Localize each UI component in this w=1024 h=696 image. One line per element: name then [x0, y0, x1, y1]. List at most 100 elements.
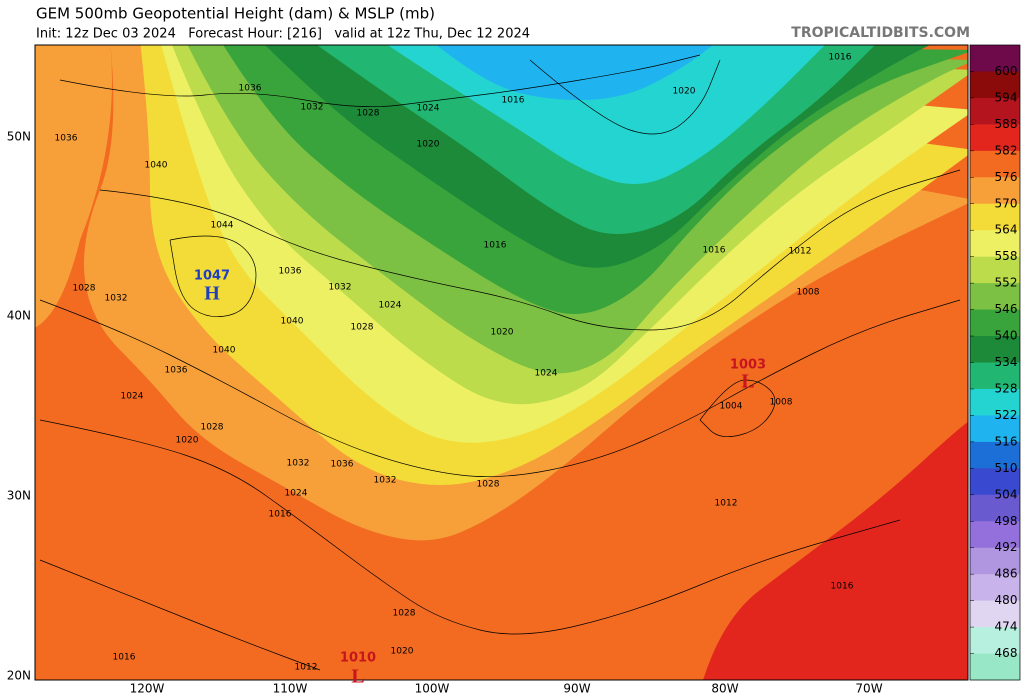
colorbar-cell	[970, 150, 1020, 178]
isobar	[99, 169, 961, 331]
isobar-label: 1028	[351, 323, 374, 333]
isobar-label: 1020	[176, 436, 199, 446]
colorbar-cell	[970, 177, 1020, 205]
map	[35, 45, 968, 680]
pressure-value: 1010	[340, 651, 376, 666]
colorbar-label: 552	[995, 276, 1018, 290]
colorbar-cell	[970, 627, 1020, 655]
title: GEM 500mb Geopotential Height (dam) & MS…	[36, 5, 435, 23]
isobar-label: 1012	[789, 247, 812, 257]
isobar-label: 1032	[287, 459, 310, 469]
height-band	[35, 45, 113, 328]
colorbar-cell	[970, 203, 1020, 231]
colorbar-label: 594	[995, 90, 1018, 104]
colorbar-cell	[970, 124, 1020, 152]
isobar-label: 1020	[673, 87, 696, 97]
colorbar-cell	[970, 388, 1020, 416]
isobar-label: 1028	[357, 109, 380, 119]
pressure-symbol: L	[741, 371, 754, 393]
colorbar-label: 582	[995, 143, 1018, 157]
isobar-label: 1016	[831, 582, 854, 592]
colorbar-label: 516	[995, 434, 1018, 448]
isobar-label: 1008	[797, 288, 820, 298]
lon-label: 90W	[563, 682, 590, 696]
colorbar-cell	[970, 600, 1020, 628]
labels: 50N 40N 30N 20N 120W 110W 100W 90W 80W 70W 1036 103…	[7, 53, 883, 696]
isobar-label: 1036	[239, 84, 262, 94]
isobar-label: 1012	[295, 663, 318, 673]
isobar-label: 1008	[770, 398, 793, 408]
isobar-label: 1032	[301, 103, 324, 113]
isobar-label: 1024	[379, 301, 402, 311]
isobar-label: 1036	[331, 460, 354, 470]
isobar-label: 1016	[269, 510, 292, 520]
isobar	[39, 419, 901, 635]
pressure-symbol: L	[351, 666, 364, 688]
height-band	[703, 421, 968, 680]
lon-label: 80W	[711, 682, 738, 696]
colorbar-cell	[970, 309, 1020, 337]
colorbar-cell	[970, 494, 1020, 522]
colorbar-cell	[970, 256, 1020, 284]
isobar-label: 1036	[279, 267, 302, 277]
colorbar-label: 504	[995, 487, 1018, 501]
colorbar-cell	[970, 45, 1020, 72]
colorbar-label: 522	[995, 408, 1018, 422]
colorbar-cell	[970, 468, 1020, 496]
isobar-label: 1032	[105, 294, 128, 304]
pressure-value: 1047	[194, 269, 230, 284]
lon-label: 120W	[130, 682, 165, 696]
lat-label: 50N	[7, 130, 31, 144]
isobar-label: 1024	[417, 104, 440, 114]
isobar-label: 1032	[329, 283, 352, 293]
colorbar-cell	[970, 283, 1020, 311]
height-band	[436, 45, 714, 100]
colorbar-cell	[970, 547, 1020, 575]
isobar-label: 1036	[165, 366, 188, 376]
colorbar-label: 492	[995, 540, 1018, 554]
isobar-label: 1016	[484, 241, 507, 251]
isobar-label: 1044	[211, 221, 234, 231]
lon-label: 100W	[415, 682, 450, 696]
colorbar-label: 534	[995, 355, 1018, 369]
lat-label: 30N	[7, 489, 31, 503]
isobar	[59, 54, 701, 107]
colorbar-label: 600	[995, 64, 1018, 78]
colorbar-label: 510	[995, 461, 1018, 475]
isobar-label: 1032	[374, 476, 397, 486]
isobar-label: 1040	[145, 161, 168, 171]
isobar	[39, 299, 961, 477]
colorbar-label: 486	[995, 567, 1018, 581]
colorbar-cell	[970, 362, 1020, 390]
pressure-value: 1003	[730, 358, 766, 373]
isobar	[529, 59, 721, 135]
isobar-label: 1004	[720, 402, 743, 412]
isobar-label: 1024	[285, 489, 308, 499]
isobar-label: 1024	[535, 369, 558, 379]
isobar-label: 1036	[55, 134, 78, 144]
colorbar-cell	[970, 97, 1020, 125]
lon-label: 110W	[273, 682, 308, 696]
isobar-label: 1016	[502, 96, 525, 106]
isobar-label: 1028	[477, 480, 500, 490]
lat-label: 20N	[7, 669, 31, 683]
colorbar-cell	[970, 230, 1020, 258]
colorbar-cell	[970, 415, 1020, 443]
colorbar-label: 558	[995, 249, 1018, 263]
pressure-symbol: H	[204, 283, 220, 305]
isobar-label: 1040	[281, 317, 304, 327]
colorbar-label: 540	[995, 329, 1018, 343]
isobar	[39, 559, 321, 671]
isobar-label: 1016	[113, 653, 136, 663]
colorbar-cell	[970, 441, 1020, 469]
colorbar-label: 576	[995, 170, 1018, 184]
colorbar-cell	[970, 71, 1020, 99]
isobar-label: 1028	[201, 423, 224, 433]
colorbar-label: 564	[995, 223, 1018, 237]
isobar-label: 1020	[491, 328, 514, 338]
colorbar: 600 594 588 582 576 570 564 558 552 546 540 534 528 5…	[969, 44, 1021, 681]
isobar-label: 1028	[73, 284, 96, 294]
colorbar-label: 528	[995, 381, 1018, 395]
map-frame	[34, 44, 969, 681]
